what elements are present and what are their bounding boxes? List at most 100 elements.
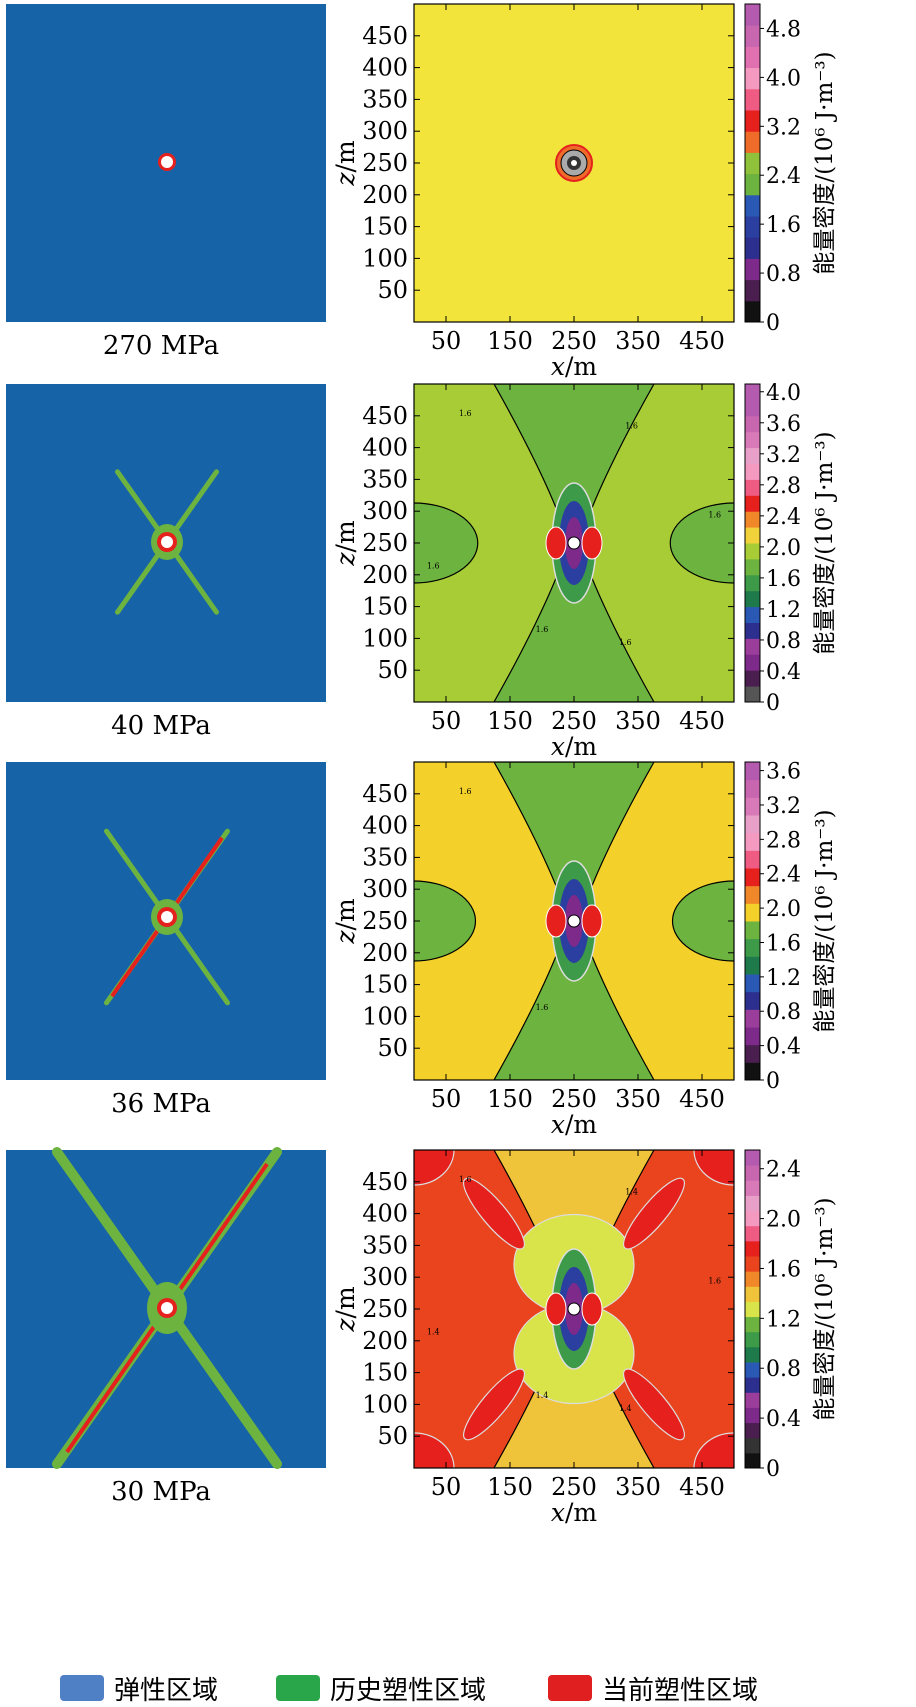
- contour-label: 1.4: [427, 1327, 440, 1336]
- x-tick-label: 350: [615, 1473, 661, 1501]
- y-axis-label: z/m: [331, 898, 360, 945]
- colorbar: 0 0.4 0.8 1.2 1.6 2.0 2.4 2.8 3.2 3.6 能量密度/(10⁶ J·…: [744, 760, 838, 1094]
- plastic-zone-map: [6, 1147, 326, 1469]
- colorbar-segment: [745, 463, 760, 480]
- colorbar-segment: [745, 1452, 760, 1469]
- x-axis-label: x/m: [551, 1110, 598, 1139]
- x-tick-label: 250: [551, 707, 597, 735]
- x-tick-label: 350: [615, 327, 661, 355]
- y-tick-label: 100: [362, 624, 408, 652]
- colorbar-tick-label: 3.2: [766, 794, 801, 819]
- panel-row-3: 36 MPa 1.6 1.6 50 150 250 350 450 50 100 150 200 250…: [6, 760, 838, 1139]
- colorbar-tick-label: 2.0: [766, 897, 801, 922]
- colorbar-segment: [745, 495, 760, 512]
- x-tick-label: 450: [679, 1085, 725, 1113]
- colorbar-tick-label: 0: [766, 1069, 780, 1094]
- colorbar-segment: [745, 779, 760, 798]
- colorbar-segment: [745, 543, 760, 560]
- y-tick-label: 200: [362, 1327, 408, 1355]
- colorbar-segment: [745, 152, 760, 175]
- colorbar-tick-label: 0.4: [766, 1035, 801, 1060]
- y-tick-label: 400: [362, 54, 408, 82]
- energy-density-plot: 1.6 1.4 1.4 1.4 1.4 1.6 50 150 250 350 450 50 100 150…: [331, 1149, 735, 1527]
- contour-corner: [693, 1432, 734, 1468]
- contour-side-lobe: [545, 526, 567, 560]
- colorbar-label: 能量密度/(10⁶ J·m⁻³): [812, 809, 838, 1032]
- x-axis-label-unit: /m: [565, 1110, 597, 1139]
- y-axis-label: z/m: [331, 1286, 360, 1333]
- colorbar-segment: [745, 1392, 760, 1408]
- x-tick-label: 350: [615, 1085, 661, 1113]
- colorbar-tick-label: 2.4: [766, 164, 801, 189]
- contour-lobe-left: [414, 502, 479, 584]
- colorbar-tick-label: 2.8: [766, 828, 801, 853]
- x-tick-label: 450: [679, 707, 725, 735]
- energy-density-plot: 1.6 1.6 1.6 1.6 1.6 1.6 50 150 250 350 450 50 100 150…: [331, 383, 735, 761]
- colorbar-tick-label: 0: [766, 1457, 780, 1482]
- colorbar-segment: [745, 511, 760, 528]
- y-tick-label: 50: [377, 276, 408, 304]
- colorbar-segment: [745, 762, 760, 781]
- colorbar-segment: [745, 173, 760, 196]
- colorbar-tick-label: 0: [766, 311, 780, 336]
- energy-density-plot: 1.6 1.6 50 150 250 350 450 50 100 150 200 250 300 350…: [331, 761, 735, 1139]
- x-axis-label-var: x: [551, 1498, 565, 1527]
- contour-label: 1.6: [459, 787, 472, 796]
- contour-label: 1.6: [459, 409, 472, 418]
- y-axis-label-var: z: [331, 172, 360, 187]
- colorbar-segment: [745, 46, 760, 69]
- contour-label: 1.4: [625, 1188, 638, 1197]
- colorbar-tick-label: 4.0: [766, 66, 801, 91]
- x-axis-label-unit: /m: [565, 1498, 597, 1527]
- borehole: [567, 1302, 581, 1316]
- colorbar-tick-label: 1.6: [766, 931, 801, 956]
- y-tick-label: 150: [362, 1359, 408, 1387]
- colorbar-segment: [745, 1027, 760, 1046]
- y-tick-label: 50: [377, 1422, 408, 1450]
- colorbar-tick-label: 4.0: [766, 381, 801, 406]
- colorbar-segment: [745, 1195, 760, 1212]
- contour-label: 1.6: [536, 1003, 549, 1012]
- colorbar-segment: [745, 88, 760, 111]
- x-tick-label: 50: [431, 707, 462, 735]
- x-tick-label: 150: [487, 1473, 533, 1501]
- y-tick-label: 350: [362, 843, 408, 871]
- colorbar-tick-label: 4.8: [766, 17, 801, 42]
- contour-label: 1.4: [536, 1391, 549, 1400]
- panel-row-4: 30 MPa 1.6 1.4 1.4 1.4 1.4 1.6 50 150 250 350 450 50…: [6, 1147, 838, 1527]
- legend-item-current-plastic: 当前塑性区域: [548, 1674, 758, 1706]
- colorbar-tick-label: 1.2: [766, 966, 801, 991]
- x-tick-label: 250: [551, 327, 597, 355]
- colorbar-segment: [745, 1180, 760, 1196]
- colorbar-segment: [745, 1009, 760, 1028]
- colorbar-tick-label: 1.6: [766, 1257, 801, 1282]
- y-tick-label: 300: [362, 497, 408, 525]
- colorbar-tick-label: 1.6: [766, 567, 801, 592]
- contour-diagonal-lobe: [463, 1177, 525, 1250]
- panel-row-1: 270 MPa 50 150 250 350 450 50 100 150 200 250 300 35…: [6, 3, 838, 381]
- y-axis-label-unit: /m: [331, 520, 360, 552]
- colorbar-segment: [745, 1062, 760, 1081]
- y-tick-label: 150: [362, 593, 408, 621]
- plastic-zone-map: [6, 762, 326, 1080]
- colorbar-segment: [745, 110, 760, 132]
- colorbar-label: 能量密度/(10⁶ J·m⁻³): [812, 51, 838, 274]
- x-tick-label: 150: [487, 707, 533, 735]
- colorbar-segment: [745, 1346, 760, 1363]
- colorbar-segment: [745, 903, 760, 922]
- colorbar-segment: [745, 638, 760, 655]
- y-tick-label: 200: [362, 561, 408, 589]
- x-tick-label: 50: [431, 1085, 462, 1113]
- legend-swatch-elastic: [60, 1675, 104, 1701]
- legend-item-elastic: 弹性区域: [60, 1674, 218, 1706]
- colorbar-tick-label: 0.8: [766, 1000, 801, 1025]
- x-axis-label-unit: /m: [565, 732, 597, 761]
- colorbar-segment: [745, 1316, 760, 1333]
- borehole: [161, 156, 173, 168]
- colorbar-tick-label: 1.2: [766, 598, 801, 623]
- y-axis-label-var: z: [331, 1318, 360, 1333]
- colorbar-segment: [745, 868, 760, 887]
- y-tick-label: 200: [362, 181, 408, 209]
- colorbar-segment: [745, 622, 760, 639]
- colorbar-segment: [745, 670, 760, 687]
